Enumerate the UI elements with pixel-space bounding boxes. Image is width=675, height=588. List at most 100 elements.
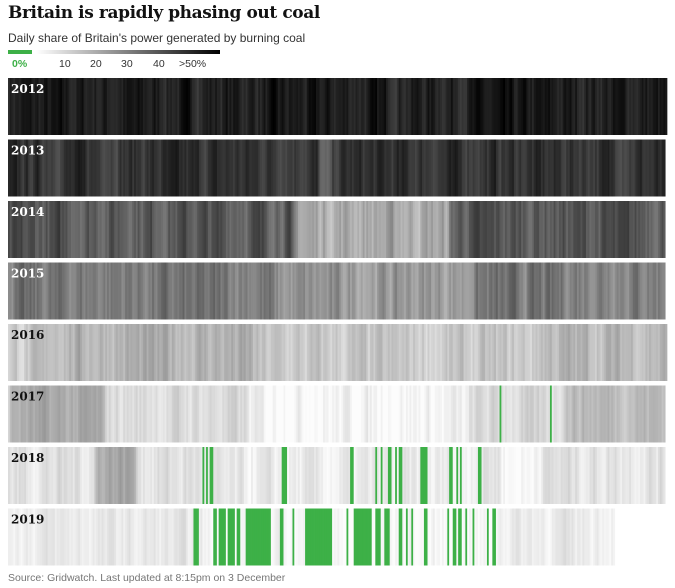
day-cell xyxy=(119,447,122,504)
day-cell xyxy=(103,139,106,197)
day-cell xyxy=(71,78,74,135)
day-cell xyxy=(582,508,585,566)
day-cell xyxy=(414,78,418,135)
day-cell xyxy=(85,324,88,381)
day-cell xyxy=(645,78,648,135)
day-cell xyxy=(416,262,419,320)
day-cell xyxy=(242,447,245,504)
day-cell xyxy=(427,447,430,504)
day-cell xyxy=(256,201,259,258)
day-cell xyxy=(355,262,358,320)
day-cell xyxy=(72,262,75,320)
day-cell xyxy=(306,447,310,504)
day-cell xyxy=(135,385,138,443)
day-cell xyxy=(76,508,79,566)
day-cell xyxy=(65,447,68,504)
day-cell xyxy=(220,447,223,504)
day-cell xyxy=(15,508,18,566)
day-cell xyxy=(112,262,115,320)
day-cell xyxy=(278,78,281,135)
day-cell xyxy=(625,447,628,504)
day-cell xyxy=(593,324,596,381)
day-cell xyxy=(472,447,475,504)
day-cell xyxy=(38,324,41,381)
day-cell xyxy=(63,78,66,135)
day-cell xyxy=(456,262,459,320)
day-cell xyxy=(128,139,131,197)
day-cell xyxy=(67,447,70,504)
day-cell xyxy=(377,324,380,381)
day-cell xyxy=(569,262,572,320)
day-cell xyxy=(454,447,457,504)
day-cell xyxy=(324,508,328,566)
day-cell xyxy=(351,139,355,197)
day-cell xyxy=(357,201,360,258)
day-cell xyxy=(609,78,612,135)
day-cell xyxy=(400,139,403,197)
day-cell xyxy=(170,262,173,320)
day-cell xyxy=(333,201,337,258)
day-cell xyxy=(612,385,616,443)
day-cell xyxy=(146,385,149,443)
day-cell xyxy=(279,385,283,443)
day-cell xyxy=(161,262,164,320)
day-cell xyxy=(317,385,320,443)
day-cell xyxy=(364,324,367,381)
day-cell xyxy=(632,201,635,258)
day-cell xyxy=(99,78,102,135)
day-cell xyxy=(216,385,220,443)
day-cell xyxy=(454,262,457,320)
day-cell xyxy=(161,201,164,258)
day-cell xyxy=(638,262,641,320)
day-cell xyxy=(258,201,261,258)
day-cell xyxy=(162,324,165,381)
day-cell xyxy=(103,201,106,258)
day-cell xyxy=(87,262,90,320)
day-cell xyxy=(580,324,583,381)
day-cell xyxy=(432,385,436,443)
day-cell xyxy=(305,201,308,258)
day-cell xyxy=(258,385,261,443)
day-cell xyxy=(89,385,92,443)
day-cell xyxy=(481,447,484,504)
day-cell xyxy=(278,139,281,197)
day-cell xyxy=(99,139,102,197)
day-cell xyxy=(463,139,466,197)
day-cell xyxy=(404,201,407,258)
day-cell xyxy=(355,385,358,443)
day-cell xyxy=(337,139,340,197)
day-cell xyxy=(87,447,90,504)
day-cell xyxy=(162,385,165,443)
day-cell xyxy=(481,201,484,258)
day-cell xyxy=(49,508,52,566)
day-cell xyxy=(459,78,463,135)
day-cell xyxy=(526,385,529,443)
day-cell xyxy=(17,508,20,566)
day-cell xyxy=(20,508,23,566)
day-cell xyxy=(117,385,120,443)
day-cell xyxy=(429,201,432,258)
day-cell xyxy=(620,447,623,504)
day-cell xyxy=(411,262,414,320)
day-cell xyxy=(261,447,265,504)
day-cell xyxy=(126,201,129,258)
day-cell xyxy=(623,139,626,197)
day-cell xyxy=(81,78,84,135)
day-cell xyxy=(593,262,596,320)
day-cell xyxy=(56,447,59,504)
day-cell xyxy=(303,508,306,566)
day-cell xyxy=(80,139,83,197)
day-cell xyxy=(53,201,56,258)
day-cell xyxy=(117,78,120,135)
day-cell xyxy=(305,385,308,443)
day-cell xyxy=(584,201,587,258)
day-cell xyxy=(229,385,232,443)
day-cell xyxy=(549,262,553,320)
day-cell xyxy=(247,262,250,320)
day-cell xyxy=(69,385,72,443)
day-cell xyxy=(53,78,56,135)
day-cell xyxy=(137,508,140,566)
day-cell xyxy=(144,78,147,135)
day-cell xyxy=(663,78,666,135)
day-cell xyxy=(299,385,302,443)
